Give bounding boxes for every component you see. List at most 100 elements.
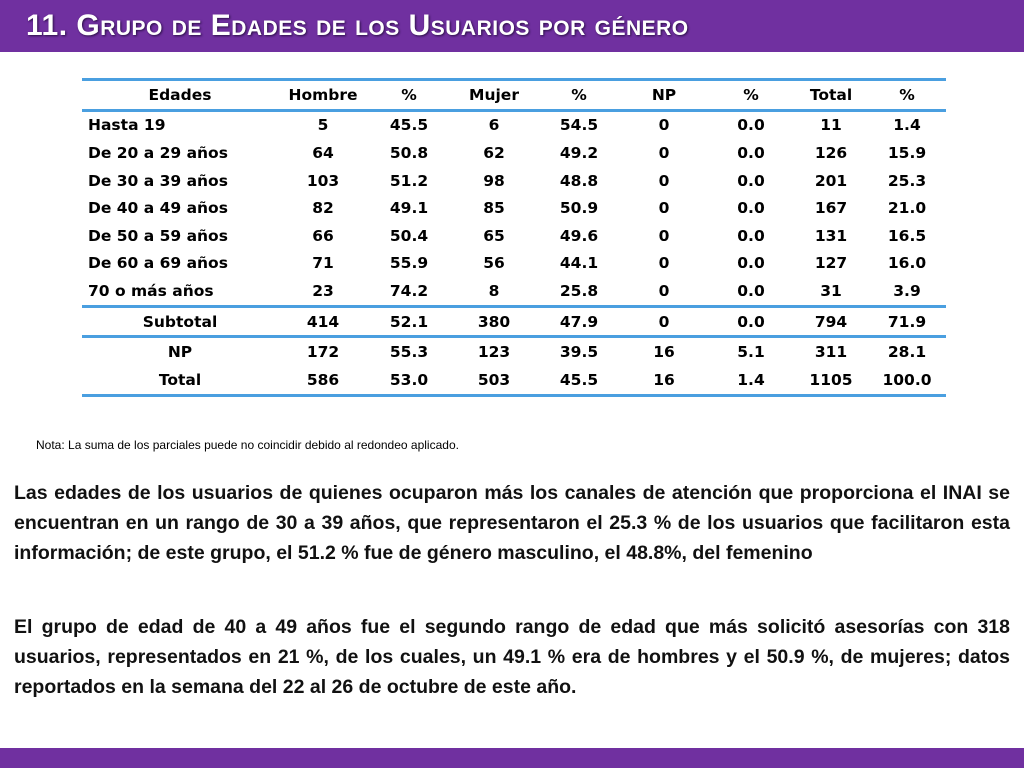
- column-header: Hombre: [288, 85, 358, 104]
- row-label: De 30 a 39 años: [88, 171, 228, 190]
- table-cell: 47.9: [559, 312, 599, 331]
- table-cell: 126: [814, 143, 848, 162]
- table-cell: 0: [658, 281, 670, 300]
- footer-bar: [0, 748, 1024, 768]
- table-cell: 45.5: [559, 370, 599, 389]
- table-cell: 0: [658, 143, 670, 162]
- summary-paragraph: Las edades de los usuarios de quienes oc…: [14, 482, 1010, 564]
- title-banner: 11. Grupo de Edades de los Usuarios por …: [0, 0, 1024, 52]
- summary-row: Subtotal 414 52.1 380 47.9 0 0.0 794 71.9: [82, 306, 946, 337]
- table-cell: 586: [306, 370, 340, 389]
- summary-row: NP 172 55.3 123 39.5 16 5.1 311 28.1: [82, 337, 946, 366]
- table-cell: 5: [317, 116, 329, 135]
- table-cell: 66: [312, 226, 334, 245]
- table-cell: 65: [483, 226, 505, 245]
- table-cell: 0.0: [737, 254, 765, 273]
- table-row: De 20 a 29 años 64 50.8 62 49.2 0 0.0 126 15.9: [82, 139, 946, 167]
- table-row: De 40 a 49 años 82 49.1 85 50.9 0 0.0 167 21.0: [82, 194, 946, 222]
- table-cell: 98: [483, 171, 505, 190]
- page-title: 11. Grupo de Edades de los Usuarios por …: [26, 9, 689, 42]
- summary-row: Total 586 53.0 503 45.5 16 1.4 1105 100.0: [82, 366, 946, 396]
- table-cell: 794: [814, 312, 848, 331]
- table-row: 70 o más años 23 74.2 8 25.8 0 0.0 31 3.9: [82, 277, 946, 306]
- table-cell: 131: [814, 226, 848, 245]
- row-label: 70 o más años: [88, 281, 214, 300]
- table-cell: 39.5: [559, 343, 599, 362]
- table-body: Hasta 19 5 45.5 6 54.5 0 0.0 11 1.4 De 20 a 29 añ…: [82, 110, 946, 396]
- row-label: NP: [167, 343, 193, 362]
- table-cell: 5.1: [737, 343, 765, 362]
- table-cell: 0.0: [737, 312, 765, 331]
- table-cell: 49.6: [559, 226, 599, 245]
- table-cell: 1105: [809, 370, 853, 389]
- table-cell: 25.3: [887, 171, 927, 190]
- table-cell: 0: [658, 312, 670, 331]
- table-cell: 380: [477, 312, 511, 331]
- table-cell: 0: [658, 116, 670, 135]
- table-footnote: Nota: La suma de los parciales puede no …: [36, 438, 459, 452]
- table-cell: 0: [658, 171, 670, 190]
- column-header: Total: [809, 85, 853, 104]
- table-row: De 60 a 69 años 71 55.9 56 44.1 0 0.0 127 16.0: [82, 250, 946, 278]
- table-cell: 50.8: [389, 143, 429, 162]
- table-cell: 49.2: [559, 143, 599, 162]
- table-cell: 85: [483, 199, 505, 218]
- age-gender-table-container: Edades Hombre % Mujer % NP % Total % Has…: [82, 78, 946, 397]
- table-cell: 64: [312, 143, 334, 162]
- table-cell: 28.1: [887, 343, 927, 362]
- table-cell: 1.4: [737, 370, 765, 389]
- table-cell: 44.1: [559, 254, 599, 273]
- table-cell: 123: [477, 343, 511, 362]
- table-cell: 50.9: [559, 199, 599, 218]
- table-row: De 30 a 39 años 103 51.2 98 48.8 0 0.0 201 25.3: [82, 167, 946, 195]
- table-cell: 1.4: [893, 116, 921, 135]
- table-cell: 0.0: [737, 199, 765, 218]
- column-header: Mujer: [469, 85, 519, 104]
- row-label: Hasta 19: [88, 116, 166, 135]
- table-cell: 172: [306, 343, 340, 362]
- table-cell: 74.2: [389, 281, 429, 300]
- column-header: %: [743, 85, 759, 104]
- table-cell: 0.0: [737, 281, 765, 300]
- table-cell: 201: [814, 171, 848, 190]
- age-gender-table: Edades Hombre % Mujer % NP % Total % Has…: [82, 78, 946, 397]
- column-header: NP: [651, 85, 677, 104]
- table-cell: 167: [814, 199, 848, 218]
- table-row: De 50 a 59 años 66 50.4 65 49.6 0 0.0 131 16.5: [82, 222, 946, 250]
- table-cell: 16.5: [887, 226, 927, 245]
- table-cell: 49.1: [389, 199, 429, 218]
- table-cell: 56: [483, 254, 505, 273]
- row-label: Subtotal: [142, 312, 218, 331]
- table-cell: 55.3: [389, 343, 429, 362]
- table-cell: 16: [653, 370, 675, 389]
- column-header: %: [571, 85, 587, 104]
- table-cell: 16.0: [887, 254, 927, 273]
- table-cell: 48.8: [559, 171, 599, 190]
- table-cell: 0.0: [737, 171, 765, 190]
- table-cell: 50.4: [389, 226, 429, 245]
- table-cell: 11: [820, 116, 842, 135]
- summary-paragraph: El grupo de edad de 40 a 49 años fue el …: [14, 616, 1010, 698]
- table-row: Hasta 19 5 45.5 6 54.5 0 0.0 11 1.4: [82, 110, 946, 139]
- table-cell: 23: [312, 281, 334, 300]
- column-header: Edades: [148, 85, 212, 104]
- table-cell: 414: [306, 312, 340, 331]
- column-header: %: [899, 85, 915, 104]
- row-label: Total: [158, 370, 202, 389]
- table-cell: 71: [312, 254, 334, 273]
- table-cell: 8: [488, 281, 500, 300]
- table-header: Edades Hombre % Mujer % NP % Total %: [82, 79, 946, 111]
- table-cell: 0: [658, 254, 670, 273]
- table-cell: 127: [814, 254, 848, 273]
- table-cell: 71.9: [887, 312, 927, 331]
- table-cell: 0: [658, 226, 670, 245]
- table-cell: 53.0: [389, 370, 429, 389]
- table-cell: 0.0: [737, 116, 765, 135]
- table-cell: 82: [312, 199, 334, 218]
- table-cell: 100.0: [882, 370, 932, 389]
- table-cell: 25.8: [559, 281, 599, 300]
- table-cell: 54.5: [559, 116, 599, 135]
- table-cell: 21.0: [887, 199, 927, 218]
- table-cell: 6: [488, 116, 500, 135]
- column-header: %: [401, 85, 417, 104]
